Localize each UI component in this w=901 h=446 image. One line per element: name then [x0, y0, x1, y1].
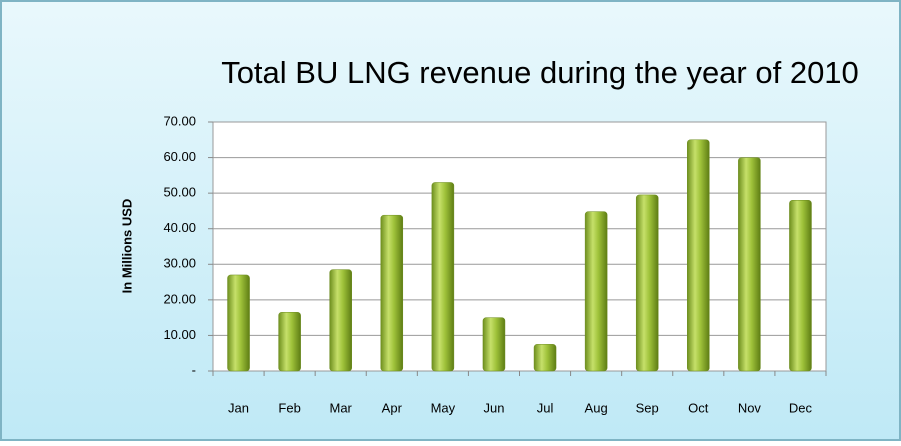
bar [329, 269, 352, 372]
bar [533, 344, 557, 372]
bar [431, 182, 455, 372]
x-tick-label: Nov [738, 400, 762, 415]
bar [227, 274, 250, 372]
plot-area [212, 121, 827, 372]
x-tick-label: Sep [636, 400, 659, 415]
bar [738, 157, 761, 372]
chart-title: Total BU LNG revenue during the year of … [221, 55, 859, 90]
x-tick-label: Mar [330, 400, 353, 415]
bar [687, 139, 710, 372]
bar [278, 312, 301, 372]
x-tick-label: Apr [382, 400, 403, 415]
x-tick-label: May [431, 400, 456, 415]
bar [380, 214, 404, 372]
x-tick-label: Feb [278, 400, 300, 415]
y-tick-label: 50.00 [163, 185, 196, 200]
bar [584, 211, 608, 372]
y-tick-label: 20.00 [163, 291, 196, 306]
x-tick-label: Dec [789, 400, 813, 415]
y-tick-label: 60.00 [163, 149, 196, 164]
x-tick-label: Aug [585, 400, 608, 415]
x-tick-label: Jun [483, 400, 504, 415]
y-tick-label: - [192, 362, 196, 377]
y-axis-label: In Millions USD [119, 199, 134, 294]
x-tick-label: Jul [537, 400, 554, 415]
bar [789, 200, 812, 372]
x-tick-label: Oct [688, 400, 709, 415]
y-tick-label: 70.00 [163, 113, 196, 128]
y-tick-label: 10.00 [163, 327, 196, 342]
y-tick-label: 30.00 [163, 256, 196, 271]
bar [482, 317, 506, 372]
y-tick-label: 40.00 [163, 220, 196, 235]
x-tick-label: Jan [228, 400, 249, 415]
bar [635, 194, 659, 372]
